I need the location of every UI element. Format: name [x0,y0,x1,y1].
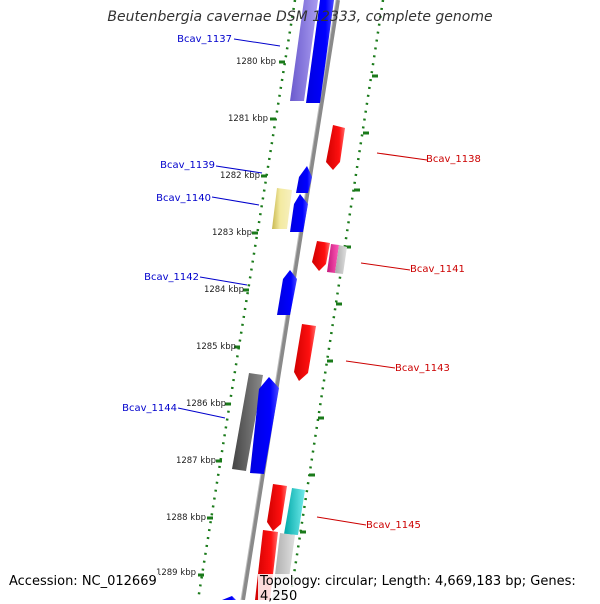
reverse-guide-line [288,0,385,600]
kbp-label: 1288 kbp [166,513,206,523]
gene-label-bcav-1137[interactable]: Bcav_1137 [177,34,232,45]
gene-label-bcav-1138[interactable]: Bcav_1138 [426,154,481,165]
kbp-label: 1289 kbp [156,568,196,578]
gene-label-bcav-1141[interactable]: Bcav_1141 [410,264,465,275]
gene-features [222,0,347,600]
gene-label-bcav-1140[interactable]: Bcav_1140 [156,193,211,204]
gene-feature-reverse[interactable] [294,324,316,381]
genome-title: Beutenbergia cavernae DSM 12333, complet… [107,9,493,25]
gene-feature-reverse[interactable] [312,241,330,271]
kbp-label: 1280 kbp [236,57,276,67]
gene-feature-reverse[interactable] [267,484,287,531]
gene-feature-reverse[interactable] [326,125,345,170]
gene-labels: Bcav_1137 Bcav_1138 Bcav_1139 Bcav_1140 … [122,34,481,531]
kbp-ticks [198,60,285,577]
gene-feature-forward[interactable] [290,194,308,232]
gene-label-bcav-1143[interactable]: Bcav_1143 [395,363,450,374]
gene-feature-yellow[interactable] [272,188,292,229]
kbp-label: 1284 kbp [204,285,244,295]
kbp-label: 1285 kbp [196,342,236,352]
gene-feature-magenta[interactable] [327,244,339,273]
kbp-labels: 1280 kbp 1281 kbp 1282 kbp 1283 kbp 1284… [156,57,276,578]
kbp-label: 1283 kbp [212,228,252,238]
leader-lines [177,38,428,526]
accession-text: Accession: NC_012669 [7,574,159,589]
gene-feature-forward[interactable] [250,377,279,474]
gene-feature-gray[interactable] [335,245,347,274]
kbp-label: 1286 kbp [186,399,226,409]
kbp-label: 1281 kbp [228,114,268,124]
gene-feature-lavender[interactable] [290,0,318,101]
gene-label-bcav-1139[interactable]: Bcav_1139 [160,160,215,171]
gene-feature-forward[interactable] [296,166,312,193]
gene-label-bcav-1145[interactable]: Bcav_1145 [366,520,421,531]
gene-feature-forward[interactable] [306,0,334,103]
kbp-ticks-reverse [300,74,378,534]
kbp-label: 1287 kbp [176,456,216,466]
kbp-label: 1282 kbp [220,171,260,181]
gene-feature-cyan[interactable] [284,488,305,535]
gene-feature-forward[interactable] [222,596,236,600]
gene-feature-forward[interactable] [277,270,297,315]
gene-label-bcav-1142[interactable]: Bcav_1142 [144,272,199,283]
gene-feature-gray-dark[interactable] [232,373,263,471]
gene-label-bcav-1144[interactable]: Bcav_1144 [122,403,177,414]
